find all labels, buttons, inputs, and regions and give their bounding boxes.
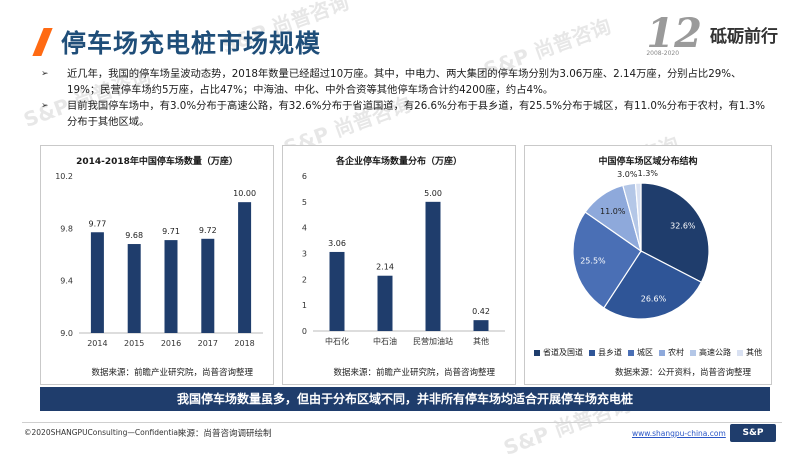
footer-copyright: ©2020SHANGPUConsulting—Confidential	[24, 428, 181, 437]
bar-2018	[238, 202, 252, 333]
legend-swatch	[589, 349, 595, 356]
chart-panel-company: 各企业停车场数量分布（万座） 0 1 2 3 4 5 6 3.06 中石化 2.14 中石油 5.00…	[282, 145, 516, 385]
pie-data-label: 1.3%	[638, 169, 659, 178]
footer-source: 来源：尚普咨询调研绘制	[178, 429, 272, 439]
footer-divider	[22, 422, 782, 423]
footer-logo: S&P	[730, 424, 776, 442]
chart-yearly-parking: 9.0 9.4 9.8 10.2 9.77 2014 9.68 2015 9.71 2016 9.7…	[55, 172, 263, 348]
data-label: 3.06	[328, 239, 346, 248]
x-tick-label: 中石油	[373, 336, 397, 346]
data-label: 9.77	[88, 219, 106, 228]
bullet-item: ➢ 目前我国停车场中，有3.0%分布于高速公路，有32.6%分布于省道国道，有2…	[38, 98, 773, 130]
x-tick-label: 2017	[198, 339, 218, 348]
bullet-item: ➢ 近几年，我国的停车场呈波动态势，2018年数量已经超过10万座。其中，中电力…	[38, 66, 773, 98]
data-label: 9.68	[125, 231, 143, 240]
legend-swatch	[534, 349, 540, 356]
chart-company-distribution: 0 1 2 3 4 5 6 3.06 中石化 2.14 中石油 5.00 民营加油站 0.42 其他	[302, 172, 505, 346]
x-tick-label: 2016	[161, 339, 181, 348]
chart-source: 数据来源：公开资料，尚普咨询整理	[614, 368, 751, 378]
chart-region-pie: 32.6% 26.6% 25.5% 11.0% 3.0% 1.3%	[572, 169, 710, 320]
pie-slice-城区	[572, 211, 642, 309]
pie-data-label: 3.0%	[617, 170, 638, 179]
pie-slice-其他	[634, 182, 642, 252]
bar-其他	[473, 320, 489, 331]
x-tick-label: 2018	[234, 339, 254, 348]
legend-label: 县乡道	[598, 348, 622, 357]
pie-data-label: 26.6%	[641, 294, 667, 303]
arrow-bullet-icon: ➢	[41, 69, 49, 79]
legend-item: 城区	[628, 347, 653, 358]
bar-民营加油站	[425, 201, 441, 331]
legend-swatch	[690, 349, 696, 356]
data-label: 10.00	[233, 189, 256, 198]
anniversary-number: 12	[646, 10, 702, 57]
bar-2016	[164, 240, 178, 333]
arrow-bullet-icon: ➢	[41, 101, 49, 111]
data-label: 2.14	[376, 263, 394, 272]
y-tick-label: 6	[302, 172, 307, 181]
data-label: 9.72	[199, 226, 217, 235]
bar-中石化	[329, 251, 345, 331]
x-tick-label: 2015	[124, 339, 144, 348]
y-tick-label: 9.0	[60, 329, 73, 338]
y-tick-label: 4	[302, 224, 307, 233]
legend-label: 省道及国道	[543, 348, 583, 357]
pie-legend: 省道及国道 县乡道 城区 农村 高速公路 其他	[525, 347, 771, 358]
y-tick-label: 9.8	[60, 224, 73, 233]
chart-title: 2014-2018年中国停车场数量（万座）	[76, 157, 238, 167]
pie-data-label: 11.0%	[600, 207, 626, 216]
pie-data-label: 25.5%	[580, 256, 606, 265]
chart-title: 中国停车场区域分布结构	[598, 157, 698, 167]
bar-2014	[90, 232, 104, 333]
data-label: 0.42	[472, 307, 490, 316]
chart-panel-yearly: 2014-2018年中国停车场数量（万座） 9.0 9.4 9.8 10.2 9.77 2…	[40, 145, 274, 385]
chart-title: 各企业停车场数量分布（万座）	[335, 157, 462, 167]
bullet-text: 近几年，我国的停车场呈波动态势，2018年数量已经超过10万座。其中，中电力、两…	[67, 68, 742, 96]
pie-data-label: 32.6%	[670, 222, 696, 231]
bar-2017	[201, 238, 215, 333]
bar-2015	[127, 244, 141, 333]
x-tick-label: 中石化	[325, 336, 349, 346]
legend-swatch	[628, 349, 634, 356]
legend-item: 其他	[737, 347, 762, 358]
legend-label: 其他	[746, 348, 762, 357]
anniversary-years: 2008-2020	[646, 50, 680, 57]
legend-swatch	[737, 349, 743, 356]
footer-website-link[interactable]: www.shangpu-china.com	[632, 429, 726, 438]
x-tick-label: 其他	[473, 336, 489, 346]
page-header: 停车场充电桩市场规模	[32, 22, 322, 62]
y-tick-label: 9.4	[60, 277, 73, 286]
y-tick-label: 1	[302, 301, 307, 310]
pie-slice-省道及国道	[640, 182, 710, 284]
y-tick-label: 0	[302, 327, 307, 336]
pie-slice-县乡道	[603, 250, 703, 320]
page-title: 停车场充电桩市场规模	[61, 29, 322, 58]
summary-bullets: ➢ 近几年，我国的停车场呈波动态势，2018年数量已经超过10万座。其中，中电力…	[38, 66, 773, 130]
bullet-text: 目前我国停车场中，有3.0%分布于高速公路，有32.6%分布于省道国道，有26.…	[67, 100, 766, 128]
title-accent-icon	[32, 28, 53, 56]
x-tick-label: 民营加油站	[413, 336, 453, 346]
y-tick-label: 10.2	[55, 172, 73, 181]
legend-item: 省道及国道	[534, 347, 583, 358]
y-tick-label: 5	[302, 198, 307, 207]
x-tick-label: 2014	[87, 339, 107, 348]
conclusion-banner: 我国停车场数量虽多，但由于分布区域不同，并非所有停车场均适合开展停车场充电桩	[40, 387, 770, 411]
y-tick-label: 2	[302, 275, 307, 284]
chart-panel-region: 中国停车场区域分布结构 32.6% 26.6% 25.5% 11.0% 3.0% 1.3%…	[524, 145, 772, 385]
chart-source: 数据来源：前瞻产业研究院，尚普咨询整理	[333, 368, 495, 378]
legend-item: 县乡道	[589, 347, 622, 358]
chart-source: 数据来源：前瞻产业研究院，尚普咨询整理	[91, 368, 253, 378]
legend-item: 高速公路	[690, 347, 731, 358]
brand-slogan: 砥砺前行	[710, 26, 778, 47]
y-tick-label: 3	[302, 250, 307, 259]
brand-logo: 12 2008-2020 砥砺前行	[646, 10, 778, 58]
data-label: 5.00	[424, 189, 442, 198]
legend-label: 高速公路	[699, 348, 731, 357]
legend-swatch	[659, 349, 665, 356]
data-label: 9.71	[162, 227, 180, 236]
bar-中石油	[377, 275, 393, 331]
legend-item: 农村	[659, 347, 684, 358]
legend-label: 城区	[637, 348, 653, 357]
legend-label: 农村	[668, 348, 684, 357]
